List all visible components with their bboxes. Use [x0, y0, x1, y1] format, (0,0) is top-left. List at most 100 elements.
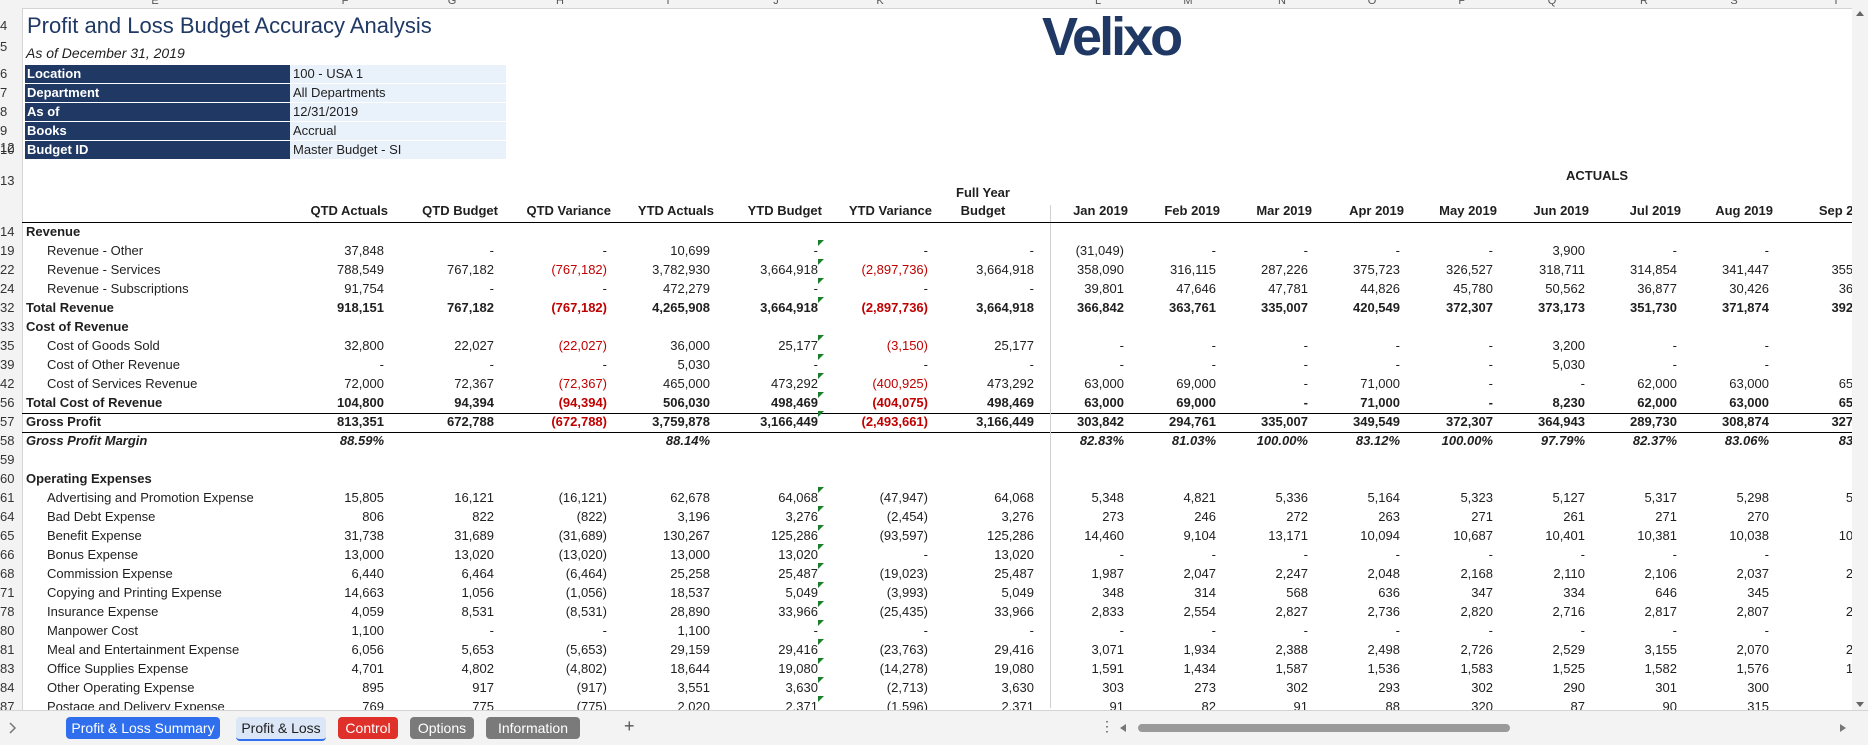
- row-number[interactable]: 80: [0, 623, 15, 638]
- table-cell[interactable]: 2,037: [1736, 566, 1769, 581]
- table-cell[interactable]: -: [813, 357, 818, 372]
- table-cell[interactable]: 5,049: [1001, 585, 1034, 600]
- table-cell[interactable]: 63,000: [1729, 395, 1769, 410]
- table-cell[interactable]: 10,1: [1764, 528, 1864, 544]
- table-cell[interactable]: -: [1672, 243, 1677, 258]
- table-cell[interactable]: 5,030: [677, 357, 710, 372]
- table-cell[interactable]: 29,159: [670, 642, 710, 657]
- table-cell[interactable]: 5,323: [1460, 490, 1493, 505]
- table-cell[interactable]: 4,821: [1183, 490, 1216, 505]
- table-cell[interactable]: 1,576: [1736, 661, 1769, 676]
- table-cell[interactable]: 303: [1102, 680, 1124, 695]
- table-cell[interactable]: 568: [1286, 585, 1308, 600]
- column-letter[interactable]: J: [773, 0, 779, 7]
- table-cell[interactable]: 13,020: [454, 547, 494, 562]
- table-cell[interactable]: -: [1488, 338, 1493, 353]
- row-number[interactable]: 57: [0, 414, 15, 429]
- table-cell[interactable]: 10,401: [1545, 528, 1585, 543]
- row-number[interactable]: 14: [0, 224, 15, 239]
- table-cell[interactable]: 83.4: [1764, 433, 1864, 449]
- table-cell[interactable]: 13,020: [778, 547, 818, 562]
- table-cell[interactable]: 1,987: [1091, 566, 1124, 581]
- table-cell[interactable]: -: [1488, 357, 1493, 372]
- table-cell[interactable]: -: [1580, 547, 1585, 562]
- table-cell[interactable]: 302: [1471, 680, 1493, 695]
- table-cell[interactable]: 47,646: [1176, 281, 1216, 296]
- table-cell[interactable]: -: [923, 357, 928, 372]
- row-number[interactable]: 68: [0, 566, 15, 581]
- table-cell[interactable]: -: [1303, 357, 1308, 372]
- row-number[interactable]: 33: [0, 319, 15, 334]
- table-cell[interactable]: 25,487: [778, 566, 818, 581]
- table-cell[interactable]: 5,317: [1644, 490, 1677, 505]
- table-cell[interactable]: 2,736: [1367, 604, 1400, 619]
- table-cell[interactable]: -: [1119, 623, 1124, 638]
- table-cell[interactable]: 5,1: [1764, 490, 1864, 506]
- table-cell[interactable]: -: [1029, 281, 1034, 296]
- table-cell[interactable]: 4,701: [351, 661, 384, 676]
- table-cell[interactable]: -: [813, 623, 818, 638]
- table-cell[interactable]: 15,805: [344, 490, 384, 505]
- row-number[interactable]: 32: [0, 300, 15, 315]
- table-cell[interactable]: (93,597): [879, 528, 928, 543]
- table-cell[interactable]: 62,678: [670, 490, 710, 505]
- table-cell[interactable]: 1,100: [351, 623, 384, 638]
- table-cell[interactable]: 806: [362, 509, 384, 524]
- table-cell[interactable]: 4,802: [461, 661, 494, 676]
- table-cell[interactable]: (3,150): [886, 338, 928, 353]
- table-cell[interactable]: (2,713): [886, 680, 928, 695]
- table-cell[interactable]: (767,182): [551, 300, 607, 315]
- table-cell[interactable]: 19,080: [778, 661, 818, 676]
- table-cell[interactable]: 100.00%: [1256, 433, 1308, 448]
- table-cell[interactable]: 788,549: [337, 262, 384, 277]
- table-cell[interactable]: 372,307: [1446, 414, 1493, 429]
- table-cell[interactable]: 813,351: [337, 414, 384, 429]
- row-number[interactable]: 24: [0, 281, 15, 296]
- table-cell[interactable]: (2,493,661): [861, 414, 929, 429]
- table-cell[interactable]: 13,000: [670, 547, 710, 562]
- table-cell[interactable]: (672,788): [551, 414, 607, 429]
- table-cell[interactable]: 81.03%: [1171, 433, 1216, 448]
- table-cell[interactable]: -: [1211, 338, 1216, 353]
- table-cell[interactable]: 2,247: [1275, 566, 1308, 581]
- row-number[interactable]: 10: [0, 142, 15, 157]
- tab-scroll-right-icon[interactable]: [8, 722, 18, 734]
- table-cell[interactable]: 3,276: [1001, 509, 1034, 524]
- table-cell[interactable]: 64,068: [994, 490, 1034, 505]
- table-cell[interactable]: 2,7: [1764, 604, 1864, 620]
- table-cell[interactable]: 2: [1764, 509, 1864, 525]
- table-cell[interactable]: (2,897,736): [861, 300, 929, 315]
- table-cell[interactable]: -: [1395, 547, 1400, 562]
- row-number[interactable]: 4: [0, 18, 8, 33]
- table-cell[interactable]: (404,075): [872, 395, 928, 410]
- table-cell[interactable]: 65,0: [1764, 376, 1864, 392]
- table-cell[interactable]: -: [923, 623, 928, 638]
- table-cell[interactable]: 16,121: [454, 490, 494, 505]
- table-cell[interactable]: 2,7: [1764, 642, 1864, 658]
- table-cell[interactable]: -: [1119, 338, 1124, 353]
- table-cell[interactable]: -: [1488, 376, 1493, 391]
- table-cell[interactable]: 10,699: [670, 243, 710, 258]
- horizontal-scrollbar[interactable]: [1128, 724, 1838, 732]
- table-cell[interactable]: 88.59%: [339, 433, 384, 448]
- table-cell[interactable]: -: [602, 243, 607, 258]
- table-cell[interactable]: 82.83%: [1079, 433, 1124, 448]
- table-cell[interactable]: 104,800: [337, 395, 384, 410]
- scroll-right-icon[interactable]: [1838, 723, 1848, 733]
- table-cell[interactable]: 10,687: [1453, 528, 1493, 543]
- table-cell[interactable]: (400,925): [872, 376, 928, 391]
- table-cell[interactable]: -: [1029, 623, 1034, 638]
- table-cell[interactable]: 1,056: [461, 585, 494, 600]
- table-cell[interactable]: 14,663: [344, 585, 384, 600]
- table-cell[interactable]: -: [1764, 547, 1769, 562]
- table-cell[interactable]: -: [1119, 357, 1124, 372]
- table-cell[interactable]: -: [1395, 623, 1400, 638]
- table-cell[interactable]: 273: [1102, 509, 1124, 524]
- table-cell[interactable]: 64,068: [778, 490, 818, 505]
- column-letter[interactable]: G: [447, 0, 457, 7]
- table-cell[interactable]: 5,298: [1736, 490, 1769, 505]
- table-cell[interactable]: 1,536: [1367, 661, 1400, 676]
- table-cell[interactable]: (5,653): [565, 642, 607, 657]
- table-cell[interactable]: 130,267: [663, 528, 710, 543]
- table-cell[interactable]: 372,307: [1446, 300, 1493, 315]
